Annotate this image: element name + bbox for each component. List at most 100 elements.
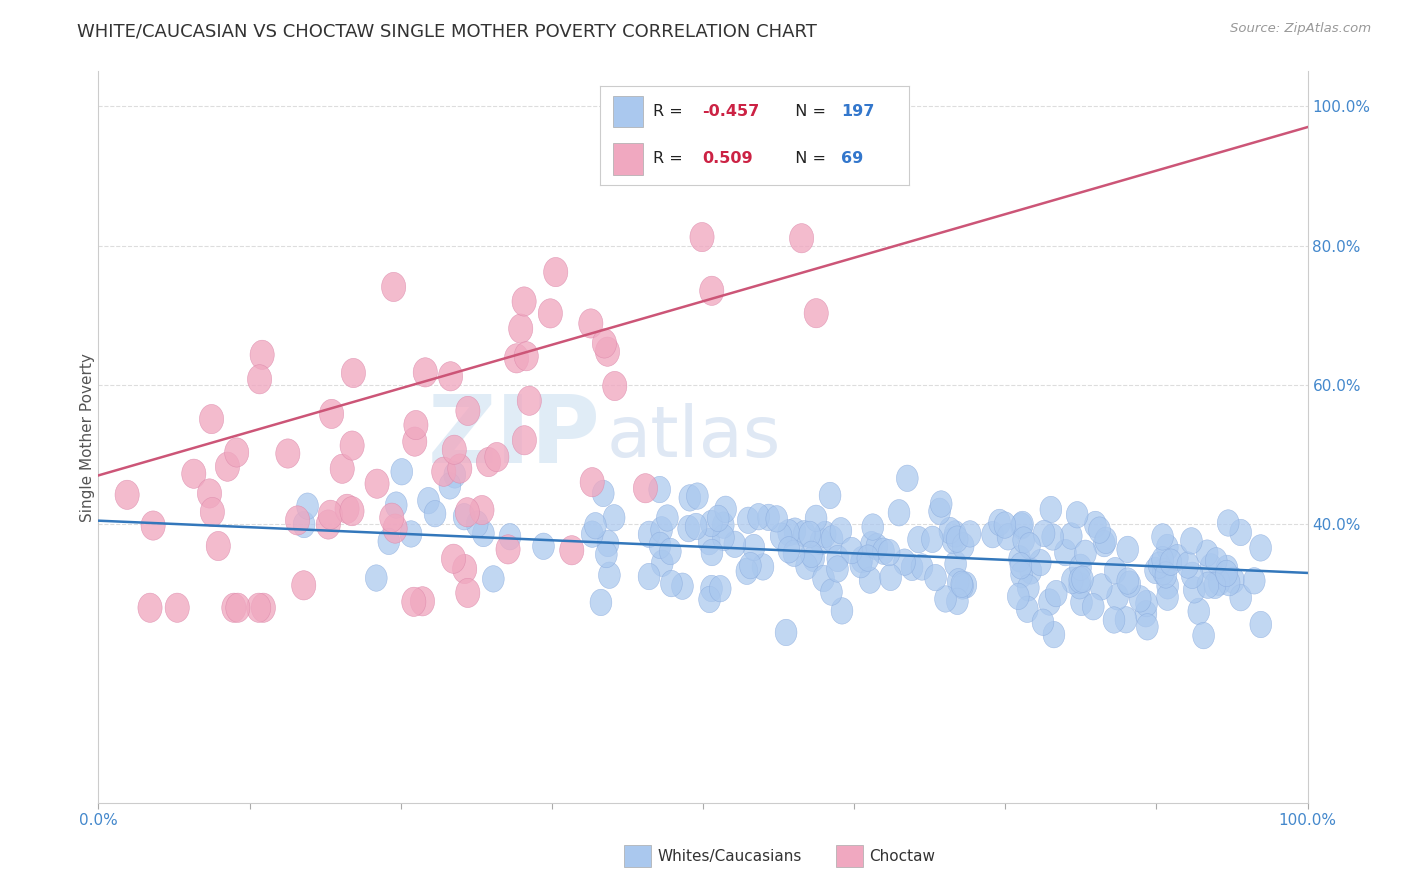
Ellipse shape [690, 222, 714, 252]
Ellipse shape [1066, 501, 1088, 528]
Ellipse shape [678, 516, 700, 541]
Ellipse shape [1199, 554, 1222, 580]
Ellipse shape [830, 517, 852, 544]
Ellipse shape [1054, 540, 1077, 566]
Ellipse shape [1011, 513, 1032, 539]
Ellipse shape [330, 454, 354, 483]
Ellipse shape [810, 528, 832, 555]
Ellipse shape [1091, 574, 1112, 600]
Ellipse shape [1033, 520, 1054, 547]
Ellipse shape [1149, 552, 1170, 578]
Ellipse shape [1154, 562, 1177, 588]
Ellipse shape [1069, 573, 1091, 599]
Ellipse shape [945, 521, 966, 547]
Ellipse shape [942, 527, 965, 554]
Ellipse shape [813, 566, 834, 591]
Ellipse shape [1119, 571, 1140, 598]
FancyBboxPatch shape [624, 846, 651, 867]
Ellipse shape [432, 457, 456, 486]
Ellipse shape [908, 526, 929, 553]
Ellipse shape [748, 503, 769, 530]
Ellipse shape [946, 588, 969, 615]
Ellipse shape [1136, 614, 1159, 640]
Ellipse shape [740, 552, 761, 579]
Text: Source: ZipAtlas.com: Source: ZipAtlas.com [1230, 22, 1371, 36]
Ellipse shape [650, 533, 671, 558]
Ellipse shape [633, 474, 658, 503]
Ellipse shape [770, 523, 792, 549]
Ellipse shape [1071, 566, 1094, 592]
Ellipse shape [988, 509, 1011, 536]
Ellipse shape [939, 517, 960, 544]
Ellipse shape [1152, 524, 1174, 550]
Ellipse shape [596, 541, 617, 567]
Ellipse shape [592, 329, 616, 358]
Ellipse shape [1018, 574, 1039, 601]
Ellipse shape [391, 458, 412, 485]
Ellipse shape [1129, 586, 1152, 612]
Ellipse shape [1062, 567, 1083, 593]
Y-axis label: Single Mother Poverty: Single Mother Poverty [80, 352, 94, 522]
FancyBboxPatch shape [837, 846, 863, 867]
Ellipse shape [952, 533, 974, 559]
Ellipse shape [858, 545, 879, 572]
Ellipse shape [699, 528, 720, 555]
Ellipse shape [1107, 583, 1129, 610]
Ellipse shape [197, 479, 222, 508]
Ellipse shape [418, 487, 439, 514]
Ellipse shape [1007, 583, 1029, 609]
Ellipse shape [538, 299, 562, 328]
Ellipse shape [1160, 549, 1181, 575]
Ellipse shape [790, 224, 814, 252]
Ellipse shape [661, 570, 682, 597]
Ellipse shape [252, 593, 276, 623]
Ellipse shape [981, 522, 1004, 548]
Ellipse shape [402, 427, 427, 456]
Ellipse shape [766, 506, 787, 532]
Ellipse shape [821, 525, 844, 552]
Ellipse shape [1192, 623, 1215, 648]
Ellipse shape [181, 459, 205, 488]
Ellipse shape [820, 483, 841, 508]
Ellipse shape [841, 537, 862, 564]
Ellipse shape [1116, 568, 1139, 594]
Ellipse shape [1012, 511, 1033, 538]
Ellipse shape [1181, 527, 1202, 554]
Ellipse shape [752, 554, 773, 580]
Ellipse shape [544, 258, 568, 286]
Ellipse shape [404, 410, 427, 440]
Ellipse shape [714, 496, 737, 523]
Ellipse shape [651, 550, 673, 576]
Ellipse shape [1188, 599, 1209, 624]
Ellipse shape [402, 587, 426, 616]
Ellipse shape [931, 491, 952, 517]
Ellipse shape [1104, 607, 1125, 633]
Ellipse shape [935, 586, 956, 612]
Ellipse shape [1032, 609, 1054, 635]
Ellipse shape [1010, 552, 1032, 579]
Ellipse shape [319, 400, 343, 428]
Ellipse shape [702, 540, 723, 566]
Ellipse shape [783, 540, 804, 566]
Ellipse shape [250, 340, 274, 369]
Ellipse shape [222, 593, 246, 623]
Ellipse shape [1243, 567, 1265, 594]
Ellipse shape [1104, 558, 1126, 584]
Ellipse shape [443, 435, 467, 465]
Ellipse shape [499, 524, 520, 549]
Ellipse shape [1029, 549, 1052, 576]
Ellipse shape [827, 545, 849, 572]
Ellipse shape [441, 544, 465, 574]
Ellipse shape [1070, 554, 1091, 581]
Ellipse shape [994, 512, 1015, 538]
Ellipse shape [138, 593, 162, 623]
Ellipse shape [485, 442, 509, 472]
Ellipse shape [456, 578, 479, 607]
Ellipse shape [1008, 546, 1031, 572]
Ellipse shape [1115, 607, 1137, 633]
Ellipse shape [648, 476, 671, 503]
Ellipse shape [444, 462, 465, 488]
Ellipse shape [285, 506, 309, 535]
Ellipse shape [456, 498, 479, 527]
Ellipse shape [439, 473, 461, 500]
